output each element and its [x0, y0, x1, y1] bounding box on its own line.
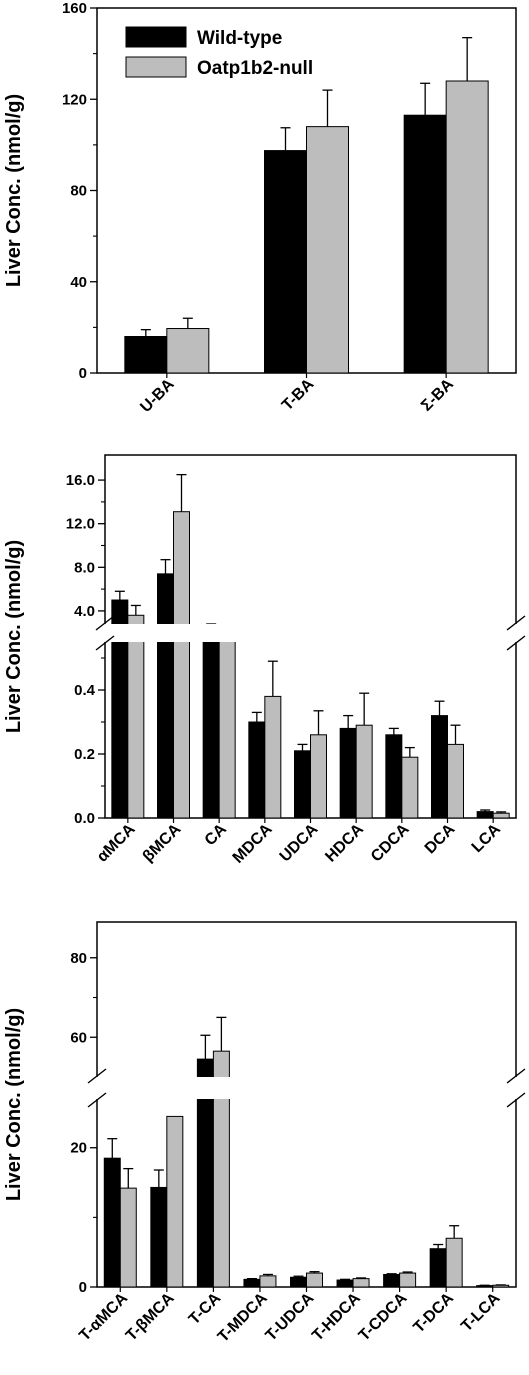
legend-swatch-wild-type: [125, 26, 187, 48]
y-tick-label: 0.4: [74, 682, 96, 699]
bar-wild-type: [243, 1278, 261, 1288]
y-tick-label: 40: [70, 274, 87, 291]
legend-label: Oatp1b2-null: [197, 58, 313, 79]
bar-oatp1b2-null: [445, 1237, 463, 1288]
y-tick-label: 80: [70, 950, 87, 967]
y-tick-label: 8.0: [74, 559, 95, 576]
bar-oatp1b2-null: [119, 1187, 137, 1288]
bar-oatp1b2-null: [355, 724, 373, 819]
bar-oatp1b2-null: [259, 1275, 277, 1288]
bar-wild-type: [403, 114, 447, 374]
y-tick-label: 16.0: [66, 472, 95, 489]
axis-break-mark: [95, 635, 115, 651]
bar-wild-type: [248, 721, 266, 819]
axis-break-mark: [95, 615, 115, 631]
bar-oatp1b2-null: [310, 734, 327, 819]
bar-wild-type: [103, 1157, 121, 1288]
bar-oatp1b2-null: [399, 1272, 417, 1288]
x-tick-label: CDCA: [368, 820, 413, 865]
bar-oatp1b2-null: [492, 1284, 510, 1288]
x-tick-label: CA: [202, 820, 231, 849]
x-tick-label: T-CA: [186, 1289, 225, 1328]
bar-wild-type: [385, 734, 403, 819]
bar-wild-type: [150, 1186, 168, 1288]
bar-oatp1b2-null: [264, 695, 282, 819]
bar-wild-type: [124, 336, 168, 374]
x-tick-label: LCA: [469, 820, 505, 856]
y-tick-label: 0.2: [74, 746, 95, 763]
legend-swatch-oatp1b2-null: [125, 56, 187, 78]
axis-break-gap: [93, 624, 528, 642]
x-tick-label: T-MDCA: [215, 1289, 271, 1345]
x-tick-label: T-HDCA: [309, 1289, 364, 1344]
x-tick-label: Σ-BA: [418, 375, 457, 414]
x-tick-label: T-UDCA: [263, 1289, 318, 1344]
bar-wild-type: [264, 150, 307, 374]
y-tick-label: 60: [70, 1029, 87, 1046]
y-axis-label: Liver Conc. (nmol/g): [3, 540, 25, 733]
x-tick-label: T-DCA: [410, 1289, 457, 1336]
bar-wild-type: [290, 1276, 307, 1288]
bar-oatp1b2-null: [447, 743, 464, 819]
y-axis-label: Liver Conc. (nmol/g): [3, 94, 25, 287]
x-tick-label: HDCA: [322, 820, 367, 865]
x-tick-label: T-βMCA: [123, 1289, 178, 1344]
bar-wild-type: [336, 1279, 354, 1288]
y-tick-label: 0.0: [74, 810, 95, 827]
y-tick-label: 80: [70, 183, 87, 200]
bar-wild-type: [431, 715, 448, 819]
y-tick-label: 160: [62, 0, 87, 17]
bar-wild-type: [157, 573, 174, 819]
axis-break-mark: [506, 1068, 526, 1084]
bar-oatp1b2-null: [306, 126, 349, 374]
bar-wild-type: [202, 630, 220, 819]
bar-oatp1b2-null: [306, 1272, 323, 1288]
bar-oatp1b2-null: [445, 80, 489, 374]
bar-oatp1b2-null: [212, 1050, 230, 1288]
axis-break-mark: [87, 1092, 107, 1108]
axis-break-mark: [87, 1068, 107, 1084]
x-tick-label: T-CDCA: [356, 1289, 411, 1344]
bar-wild-type: [476, 811, 494, 819]
x-tick-label: DCA: [422, 820, 459, 857]
x-tick-label: T-αMCA: [76, 1289, 131, 1344]
y-tick-label: 0: [79, 1279, 87, 1296]
bar-oatp1b2-null: [352, 1278, 370, 1288]
x-tick-label: U-BA: [137, 375, 178, 416]
bar-oatp1b2-null: [401, 756, 419, 819]
bar-oatp1b2-null: [127, 614, 145, 819]
x-tick-label: UDCA: [277, 820, 322, 865]
y-tick-label: 120: [62, 91, 87, 108]
y-tick-label: 20: [70, 1140, 87, 1157]
x-tick-label: αMCA: [94, 820, 139, 865]
bar-wild-type: [429, 1248, 447, 1288]
x-tick-label: MDCA: [230, 820, 276, 866]
x-tick-label: T-BA: [279, 375, 318, 414]
y-tick-label: 12.0: [66, 516, 95, 533]
bar-oatp1b2-null: [166, 328, 210, 374]
panel-unconjugated-bile-acids: αMCA βMCA CA MDCA UDCA HDCA CDCA DCA LCA 0.0 0.2 0.…: [3, 454, 528, 867]
bar-oatp1b2-null: [166, 1115, 184, 1288]
bar-wild-type: [294, 750, 311, 819]
x-tick-label: T-LCA: [458, 1289, 504, 1335]
axis-break-gap: [85, 1077, 528, 1099]
y-tick-label: 4.0: [74, 603, 95, 620]
bar-wild-type: [476, 1285, 494, 1288]
panel-summary-bile-acids: U-BA T-BA Σ-BA 0 40 80 120 160 Liver Conc. (nmol…: [3, 0, 517, 416]
axis-break-mark: [506, 635, 526, 651]
bar-oatp1b2-null: [218, 634, 236, 819]
bar-oatp1b2-null: [492, 812, 510, 819]
legend-label: Wild-type: [197, 28, 282, 49]
bar-wild-type: [339, 727, 357, 819]
y-tick-label: 0: [79, 365, 87, 382]
axis-break-mark: [506, 615, 526, 631]
bar-oatp1b2-null: [173, 511, 190, 819]
x-tick-label: βMCA: [140, 820, 185, 865]
y-axis-label: Liver Conc. (nmol/g): [3, 1008, 25, 1201]
axis-break-mark: [506, 1092, 526, 1108]
bar-wild-type: [383, 1273, 401, 1288]
